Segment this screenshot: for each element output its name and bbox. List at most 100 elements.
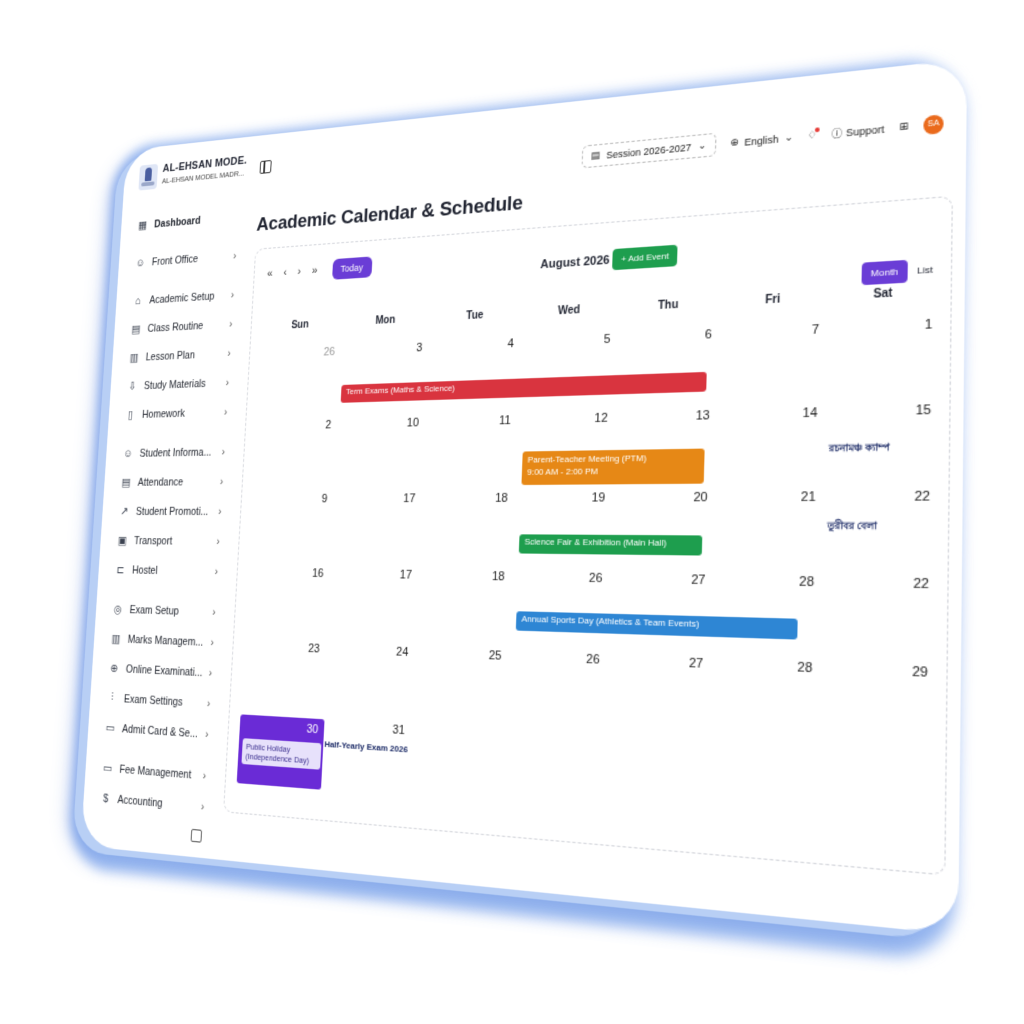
calendar-day-cell[interactable]: 15 রচনামঞ্চ ক্যাম্প <box>823 395 939 482</box>
event-label-bengali[interactable]: তুরীবর বেলা <box>827 520 878 532</box>
day-number: 18 <box>491 570 505 584</box>
sidebar-item[interactable]: ▭ Admit Card & Se... › <box>103 713 214 750</box>
day-number: 28 <box>797 660 813 676</box>
chevron-right-icon: › <box>216 535 221 548</box>
sidebar-item[interactable]: ▦ Dashboard <box>135 202 244 240</box>
day-number: 2 <box>325 418 332 432</box>
day-number: 6 <box>704 327 713 343</box>
sidebar-item[interactable]: ⊏ Hostel › <box>113 555 224 587</box>
help-circle-icon: ⓘ <box>831 127 843 141</box>
calendar-day-cell[interactable]: 9 <box>246 486 334 561</box>
calendar-day-cell[interactable]: 23 <box>237 633 326 712</box>
book-icon: ▯ <box>127 409 134 422</box>
calendar-day-cell[interactable]: 26 <box>505 643 607 729</box>
calendar-day-cell[interactable]: 16 <box>241 560 329 637</box>
calendar-day-cell[interactable]: 18 <box>415 562 512 643</box>
calendar-day-cell[interactable]: 10 <box>334 410 426 486</box>
calendar-day-cell[interactable]: 2 <box>250 412 338 487</box>
sidebar-item-label: Study Materials <box>143 377 207 392</box>
calendar-day-cell[interactable]: 24 <box>322 636 415 717</box>
chevron-right-icon: › <box>221 445 226 458</box>
calendar-day-cell[interactable]: 26 <box>254 339 341 415</box>
sidebar-item[interactable]: ▤ Attendance › <box>118 467 228 497</box>
next-year-button[interactable]: » <box>311 264 318 278</box>
calendar-day-cell[interactable]: 28 <box>711 566 822 654</box>
calendar-day-cell[interactable]: 17 <box>330 486 422 563</box>
next-month-button[interactable]: › <box>297 265 302 279</box>
day-number: 18 <box>494 491 509 506</box>
holiday-day-highlight[interactable]: 30 Public Holiday (Independence Day) <box>236 714 325 790</box>
notification-bell-icon[interactable]: ♢ <box>807 128 818 142</box>
sidebar-item[interactable]: ◎ Exam Setup › <box>110 594 221 627</box>
calendar-day-cell[interactable]: 27 <box>607 565 713 650</box>
award-icon: ◎ <box>113 603 123 616</box>
calendar-day-cell[interactable]: 21 <box>713 483 824 568</box>
prev-month-button[interactable]: ‹ <box>283 266 288 279</box>
day-number: 27 <box>691 573 706 588</box>
sidebar-item[interactable]: ▣ Transport › <box>115 526 225 557</box>
add-event-button[interactable]: + Add Event <box>612 244 678 271</box>
event-half-yearly-exam[interactable]: Half-Yearly Exam 2026 <box>324 739 408 755</box>
calendar-day-cell[interactable]: 31 Half-Yearly Exam 2026 <box>318 713 411 797</box>
event-label-bengali[interactable]: রচনামঞ্চ ক্যাম্প <box>828 441 890 454</box>
calendar-day-cell[interactable]: 17 <box>326 561 418 640</box>
language-select[interactable]: ⊕ English ⌄ <box>730 131 793 149</box>
sidebar-item[interactable]: ↗ Student Promoti... › <box>117 496 227 526</box>
sidebar-item[interactable]: ▥ Lesson Plan › <box>127 338 236 372</box>
event-science-fair[interactable]: Science Fair & Exhibition (Main Hall) <box>518 534 703 556</box>
list-view-button[interactable]: List <box>917 264 934 277</box>
chevron-right-icon: › <box>210 636 215 649</box>
chevron-right-icon: › <box>206 697 211 710</box>
nav-group: ⌂ Academic Setup › ▤ Class Routine › ▥ Lesson P… <box>123 280 240 429</box>
user-icon: ☺ <box>135 256 146 270</box>
apps-grid-icon[interactable]: ⊞ <box>899 119 909 133</box>
sidebar-item[interactable]: ⇩ Study Materials › <box>125 368 235 401</box>
sidebar-item[interactable]: ▥ Marks Managem... › <box>108 624 219 658</box>
today-button[interactable]: Today <box>331 256 373 280</box>
calendar-day-cell[interactable]: 11 <box>422 407 518 485</box>
day-number: 26 <box>323 345 336 359</box>
calendar-day-cell[interactable]: 1 <box>825 310 940 399</box>
month-view-button[interactable]: Month <box>861 259 908 286</box>
day-of-week: Tue <box>465 309 484 323</box>
calendar-day-cell[interactable]: 26 <box>508 564 609 647</box>
avatar[interactable]: SA <box>923 113 944 135</box>
calendar-day-cell[interactable]: 22 তুরীবর বেলা <box>822 482 938 569</box>
event-public-holiday[interactable]: Public Holiday (Independence Day) <box>241 738 322 770</box>
calendar-day-cell[interactable]: 25 <box>411 640 508 723</box>
calendar-day-cell[interactable]: 7 <box>717 315 827 401</box>
calendar-day-cell[interactable]: 14 <box>715 399 825 484</box>
calendar-day-cell[interactable]: 30 Public Holiday (Independence Day) <box>233 708 325 790</box>
sidebar-item[interactable]: ▯ Homework › <box>123 397 233 429</box>
bus-icon: ▣ <box>117 534 128 548</box>
day-number: 20 <box>693 490 708 505</box>
calendar-day-cell[interactable] <box>502 723 604 812</box>
chevron-right-icon: › <box>232 249 237 262</box>
calendar-day-cell[interactable]: 27 <box>604 646 710 734</box>
toggle-sidebar-icon[interactable] <box>259 159 272 174</box>
calendar-day-cell[interactable] <box>601 729 708 820</box>
calendar-day-cell[interactable]: 22 <box>820 568 937 658</box>
calendar-day-cell[interactable] <box>706 735 818 829</box>
user-plus-icon: ☺ <box>122 447 134 460</box>
day-of-week: Thu <box>657 298 679 313</box>
event-ptm[interactable]: Parent-Teacher Meeting (PTM) 9:00 AM - 2… <box>521 448 705 485</box>
calendar-day-cell[interactable] <box>408 718 505 804</box>
prev-year-button[interactable]: « <box>266 267 273 281</box>
calendar-day-cell[interactable]: 18 <box>418 485 514 564</box>
support-link[interactable]: ⓘ Support <box>831 121 884 141</box>
day-number: 31 <box>392 723 406 738</box>
calendar-day-cell[interactable]: 28 <box>708 650 820 741</box>
sidebar-collapse-icon[interactable] <box>190 828 203 843</box>
brand[interactable]: AL-EHSAN MODE... AL-EHSAN MODEL MADR... <box>138 155 247 191</box>
nav-group: ▭ Fee Management › $ Accounting › <box>98 753 212 823</box>
month-title: August 2026 <box>540 253 610 272</box>
sidebar-item-label: Accounting <box>117 793 163 810</box>
sidebar-item[interactable]: ☺ Front Office › <box>133 241 242 278</box>
day-of-week: Mon <box>375 314 396 327</box>
calendar-day-cell[interactable]: 29 <box>818 654 936 748</box>
calendar-day-cell[interactable] <box>817 741 935 838</box>
day-number: 16 <box>311 567 324 581</box>
day-number: 15 <box>915 403 932 419</box>
sidebar-item[interactable]: ☺ Student Informa... › <box>120 437 230 468</box>
